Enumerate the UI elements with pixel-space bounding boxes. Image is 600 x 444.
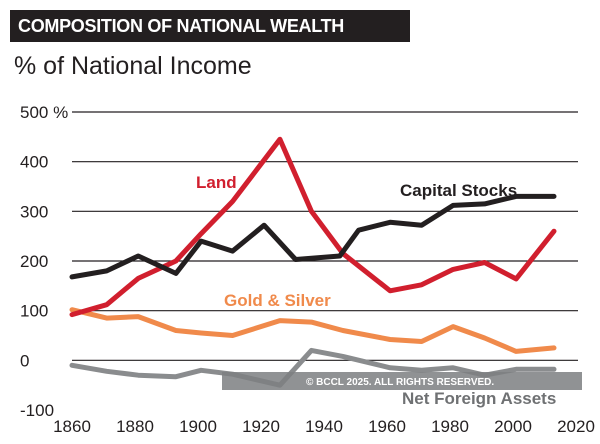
x-axis-ticks: 1860 1880 1900 1920 1940 1960 1980 2000 2020 xyxy=(53,417,595,436)
x-tick-label: 1860 xyxy=(53,417,91,436)
grid-lines xyxy=(72,111,578,361)
x-tick-label: 1940 xyxy=(305,417,343,436)
copyright-text: © BCCL 2025. ALL RIGHTS RESERVED. xyxy=(306,377,494,388)
series-label-land: Land xyxy=(196,173,237,192)
series-label-net-foreign-assets: Net Foreign Assets xyxy=(402,389,556,408)
series-lines xyxy=(69,136,557,388)
x-tick-label: 1980 xyxy=(431,417,469,436)
chart-title: COMPOSITION OF NATIONAL WEALTH xyxy=(10,10,410,42)
y-axis-ticks: 500 % 400 300 200 100 0 -100 xyxy=(20,103,68,420)
series-label-capital-stocks: Capital Stocks xyxy=(400,181,517,200)
y-tick-label: 300 xyxy=(20,202,48,221)
series-line-gold-silver xyxy=(69,307,557,354)
x-tick-label: 1880 xyxy=(116,417,154,436)
copyright-banner: © BCCL 2025. ALL RIGHTS RESERVED. xyxy=(222,372,582,390)
y-tick-label: 400 xyxy=(20,153,48,172)
y-tick-label: -100 xyxy=(20,401,54,420)
copyright-banner-bg xyxy=(222,372,582,390)
y-tick-label: 0 xyxy=(20,351,29,370)
series-label-gold-silver: Gold & Silver xyxy=(224,291,331,310)
series-labels: Capital Stocks Land Gold & Silver Net Forei… xyxy=(196,173,556,408)
x-tick-label: 1960 xyxy=(368,417,406,436)
series-line-land xyxy=(69,136,557,318)
y-tick-label: 200 xyxy=(20,252,48,271)
x-tick-label: 2000 xyxy=(494,417,532,436)
x-tick-label: 2020 xyxy=(557,417,595,436)
x-tick-label: 1920 xyxy=(242,417,280,436)
y-tick-label: 500 % xyxy=(20,103,68,122)
series-line-capital-stocks xyxy=(69,193,557,280)
y-tick-label: 100 xyxy=(20,302,48,321)
x-tick-label: 1900 xyxy=(179,417,217,436)
chart-subtitle: % of National Income xyxy=(14,52,252,80)
